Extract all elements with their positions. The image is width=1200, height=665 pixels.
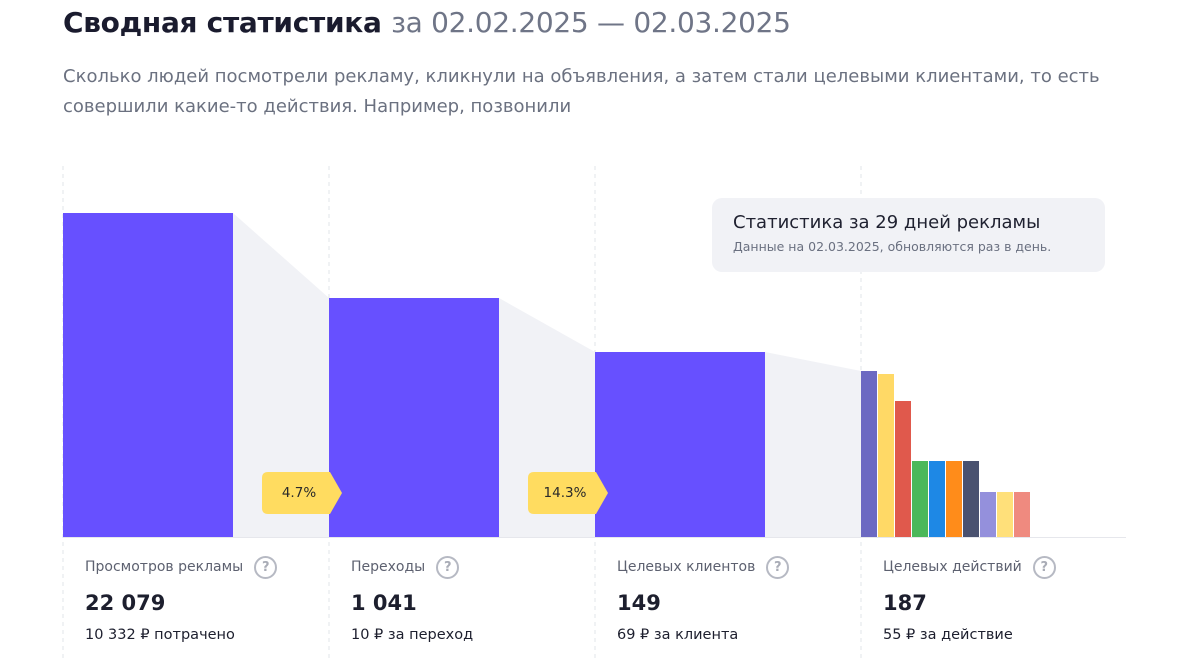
stat-cost: 10 ₽ за переход [351, 627, 474, 643]
action-bar[interactable] [980, 492, 996, 537]
action-bar[interactable] [929, 461, 945, 537]
help-icon[interactable]: ? [254, 555, 278, 579]
page-subtitle: Сколько людей посмотрели рекламу, кликну… [63, 66, 1100, 117]
stat-label: Целевых клиентов [617, 559, 756, 575]
stats-tooltip: Статистика за 29 дней рекламы Данные на … [712, 198, 1105, 272]
funnel-bar-clicks[interactable] [329, 298, 499, 537]
action-bar[interactable] [997, 492, 1013, 537]
stat-clients: Целевых клиентов ? 149 69 ₽ за клиента [617, 552, 867, 643]
stat-value: 149 [617, 591, 661, 615]
tooltip-title: Статистика за 29 дней рекламы [733, 212, 1041, 233]
conversion-rate: 14.3% [543, 485, 587, 501]
conversion-rate: 4.7% [281, 485, 317, 501]
stat-actions: Целевых действий ? 187 55 ₽ за действие [883, 552, 1133, 643]
action-bar[interactable] [963, 461, 979, 537]
funnel-connector [765, 352, 861, 537]
badge-shape [528, 472, 608, 514]
conversion-badge-clients: 14.3% [528, 472, 608, 514]
action-bar[interactable] [912, 461, 928, 537]
stat-label: Целевых действий [883, 559, 1022, 575]
stat-value: 22 079 [85, 591, 166, 615]
title-text: Сводная статистика [63, 6, 382, 39]
stat-clicks: Переходы ? 1 041 10 ₽ за переход [351, 552, 601, 643]
stat-value: 187 [883, 591, 927, 615]
tooltip-subtitle: Данные на 02.03.2025, обновляются раз в … [733, 239, 1052, 254]
action-bar[interactable] [895, 401, 911, 537]
stat-cost: 10 332 ₽ потрачено [85, 627, 235, 643]
title-period: за 02.02.2025 — 02.03.2025 [391, 6, 791, 39]
stat-value: 1 041 [351, 591, 417, 615]
funnel-bar-views[interactable] [63, 213, 233, 537]
stat-views: Просмотров рекламы ? 22 079 10 332 ₽ пот… [85, 552, 335, 643]
help-icon[interactable]: ? [1032, 555, 1056, 579]
action-bar[interactable] [878, 374, 894, 537]
help-icon[interactable]: ? [436, 555, 460, 579]
stat-cost: 69 ₽ за клиента [617, 627, 739, 643]
badge-shape [262, 472, 342, 514]
stat-cost: 55 ₽ за действие [883, 627, 1013, 643]
funnel-bar-clients[interactable] [595, 352, 765, 537]
stat-label: Переходы [351, 559, 426, 575]
funnel-connector [233, 213, 329, 537]
action-bar[interactable] [861, 371, 877, 537]
conversion-badge-clicks: 4.7% [262, 472, 342, 514]
help-icon[interactable]: ? [766, 555, 790, 579]
action-bar[interactable] [946, 461, 962, 537]
page-title: Сводная статистика за 02.02.2025 — 02.03… [63, 6, 791, 39]
action-bar[interactable] [1014, 492, 1030, 537]
stat-label: Просмотров рекламы [85, 559, 244, 575]
